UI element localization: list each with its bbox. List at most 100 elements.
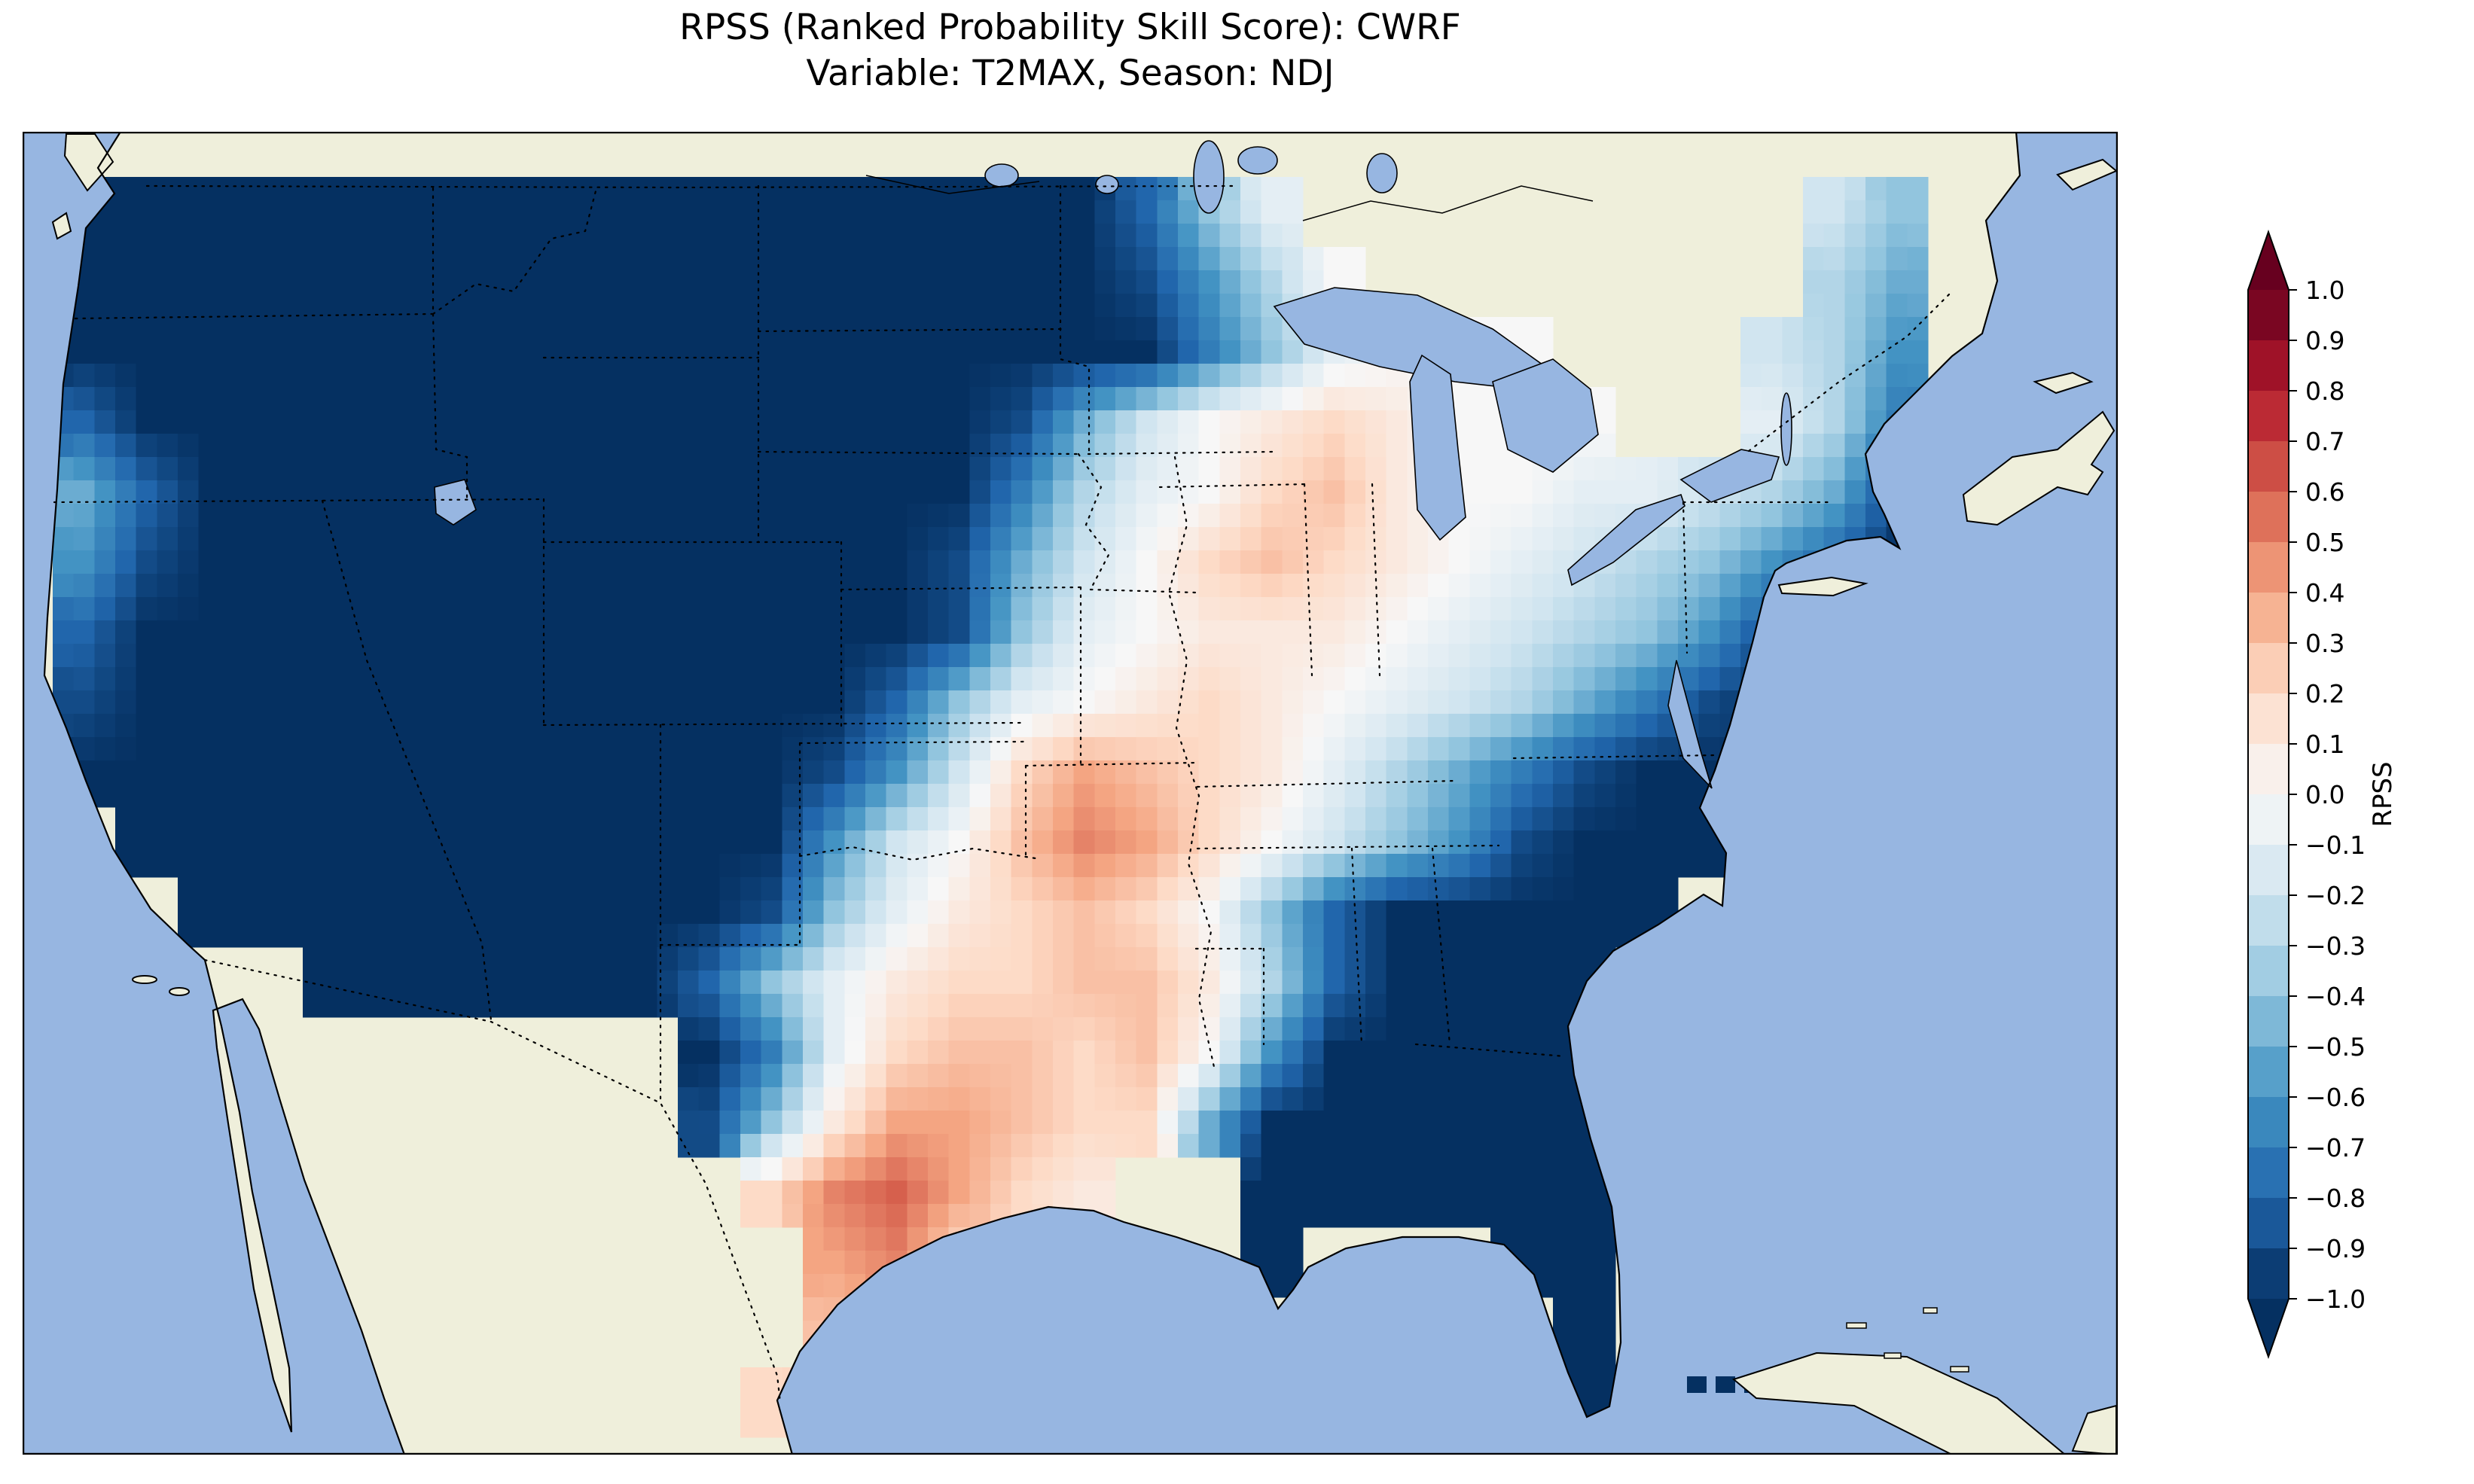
grid-cell — [573, 317, 595, 341]
grid-cell — [969, 387, 991, 411]
grid-cell — [386, 294, 407, 318]
grid-cell — [740, 807, 762, 831]
grid-cell — [948, 971, 970, 995]
grid-cell — [1344, 1064, 1366, 1088]
grid-cell — [1553, 994, 1575, 1018]
grid-cell — [1136, 504, 1158, 528]
grid-cell — [1532, 900, 1554, 925]
grid-cell — [219, 270, 241, 294]
grid-cell — [823, 784, 845, 808]
grid-cell — [844, 1181, 866, 1205]
colorbar-tick-label: −0.9 — [2305, 1234, 2366, 1263]
grid-cell — [303, 924, 325, 948]
grid-cell — [615, 480, 637, 504]
grid-cell — [532, 714, 554, 738]
grid-cell — [532, 364, 554, 388]
grid-cell — [782, 317, 804, 341]
grid-cell — [1219, 457, 1241, 481]
grid-cell — [1740, 364, 1762, 388]
grid-cell — [636, 784, 657, 808]
grid-cell — [1178, 971, 1200, 995]
grid-cell — [948, 1041, 970, 1065]
grid-cell — [1469, 877, 1491, 901]
grid-cell — [698, 1064, 720, 1088]
border-us-canada[interactable] — [145, 184, 1238, 189]
grid-cell — [823, 387, 845, 411]
grid-cell — [1469, 924, 1491, 948]
grid-cell — [1344, 1204, 1366, 1228]
border-mo-ar — [1024, 761, 1197, 767]
grid-cell — [1073, 457, 1095, 481]
grid-cell — [573, 247, 595, 271]
grid-cell — [198, 597, 220, 621]
grid-cell — [1053, 737, 1075, 761]
grid-cell — [761, 644, 782, 668]
grid-cell — [407, 527, 429, 551]
grid-cell — [344, 247, 366, 271]
grid-cell — [1240, 200, 1262, 224]
grid-cell — [407, 270, 429, 294]
grid-cell — [1198, 994, 1220, 1018]
grid-cell — [823, 830, 845, 855]
grid-cell — [948, 1181, 970, 1205]
grid-cell — [1386, 387, 1408, 411]
grid-cell — [157, 714, 178, 738]
grid-cell — [803, 714, 825, 738]
grid-cell — [1282, 877, 1304, 901]
grid-cell — [1219, 434, 1241, 458]
canada-lake-1 — [1237, 146, 1278, 175]
grid-cell — [1178, 1087, 1200, 1111]
grid-cell — [1198, 830, 1220, 855]
grid-cell — [1594, 457, 1616, 481]
grid-cell — [594, 574, 616, 598]
grid-cell — [261, 457, 282, 481]
grid-cell — [365, 387, 387, 411]
grid-cell — [344, 340, 366, 364]
grid-cell — [1136, 434, 1158, 458]
grid-cell — [1490, 971, 1512, 995]
grid-cell — [1053, 877, 1075, 901]
grid-cell — [928, 364, 950, 388]
grid-cell — [990, 737, 1012, 761]
grid-cell — [698, 527, 720, 551]
grid-cell — [1178, 947, 1200, 971]
grid-cell — [1240, 644, 1262, 668]
grid-cell — [1011, 854, 1033, 878]
grid-cell — [1511, 900, 1533, 925]
grid-cell — [1532, 1181, 1554, 1205]
grid-cell — [803, 924, 825, 948]
grid-cell — [1157, 994, 1179, 1018]
grid-cell — [553, 480, 575, 504]
grid-cell — [1261, 620, 1283, 644]
grid-cell — [1303, 760, 1325, 785]
grid-cell — [365, 947, 387, 971]
grid-cell — [740, 971, 762, 995]
grid-cell — [261, 830, 282, 855]
grid-cell — [928, 667, 950, 691]
grid-cell — [678, 644, 700, 668]
grid-cell — [1511, 807, 1533, 831]
grid-cell — [594, 340, 616, 364]
grid-cell — [698, 597, 720, 621]
grid-cell — [1303, 830, 1325, 855]
colorbar-tick-label: 0.6 — [2305, 477, 2344, 507]
grid-cell — [1115, 527, 1137, 551]
grid-cell — [636, 830, 657, 855]
grid-cell — [1053, 1157, 1075, 1181]
grid-cell — [761, 340, 782, 364]
grid-cell — [1198, 480, 1220, 504]
grid-cell — [1032, 410, 1054, 434]
grid-cell — [1448, 1181, 1470, 1205]
grid-cell — [865, 971, 887, 995]
grid-cell — [1886, 294, 1908, 318]
grid-cell — [990, 1087, 1012, 1111]
grid-cell — [803, 620, 825, 644]
grid-cell — [323, 737, 345, 761]
grid-cell — [615, 340, 637, 364]
grid-cell — [928, 830, 950, 855]
grid-cell — [1094, 737, 1116, 761]
grid-cell — [115, 410, 137, 434]
grid-cell — [1136, 550, 1158, 574]
grid-cell — [511, 830, 532, 855]
grid-cell — [636, 994, 657, 1018]
